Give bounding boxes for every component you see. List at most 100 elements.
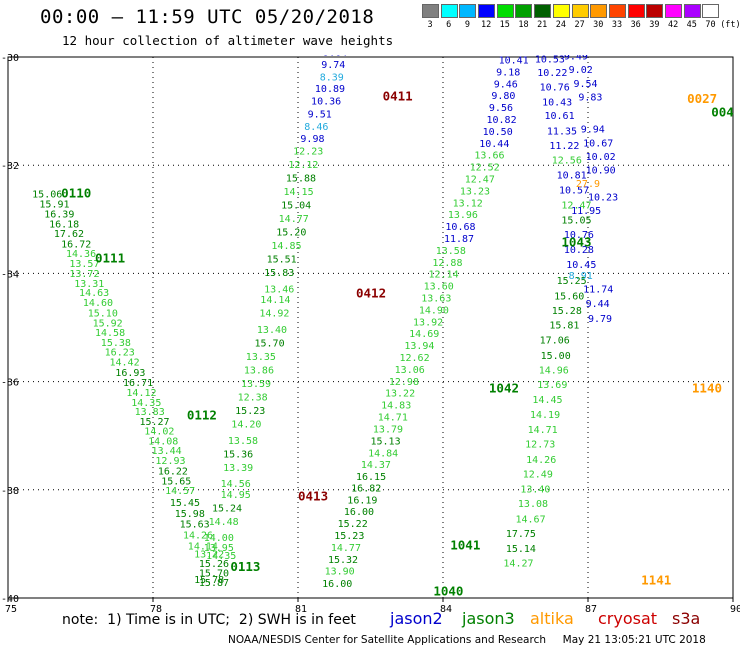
wave-height-value: 13.92: [413, 317, 443, 328]
wave-height-value: 10.15: [327, 25, 357, 36]
wave-height-value: 13.22: [194, 549, 224, 560]
wave-height-value: 15.92: [93, 318, 123, 329]
wave-height-value: 8.46: [304, 122, 328, 133]
wave-height-value: 13.69: [537, 380, 567, 391]
wave-height-value: 10.41: [499, 55, 529, 66]
plot-frame: [7, 56, 734, 599]
wave-height-value: 15.05: [561, 216, 591, 227]
wave-height-value: 12.23: [293, 146, 323, 157]
wave-height-value: 12.14: [429, 270, 459, 281]
wave-height-value: 10.44: [479, 139, 509, 150]
color-scale-swatch: [440, 4, 458, 18]
wave-height-value: 14.35: [131, 398, 161, 409]
wave-height-value: 15.81: [549, 321, 579, 332]
x-tick-label: 75: [5, 604, 17, 615]
legend-label: jason3: [462, 609, 515, 628]
plot-content: 15.0615.9116.3916.1817.6216.7214.3613.57…: [32, 0, 734, 598]
wave-height-value: 13.59: [241, 379, 271, 390]
wave-height-value: 15.00: [541, 351, 571, 362]
wave-height-value: 9.98: [300, 134, 324, 145]
wave-height-value: 12.52: [470, 163, 500, 174]
color-scale-swatch: [552, 4, 570, 18]
y-tick-label: -32: [1, 161, 19, 172]
x-tick-label: 78: [150, 604, 162, 615]
wave-height-value: 13.58: [228, 436, 258, 447]
pass-time-label: 1043: [561, 234, 591, 249]
wave-height-value: 13.12: [453, 198, 483, 209]
wave-height-value: 16.93: [115, 368, 145, 379]
pass-time-label: 0027: [687, 91, 717, 106]
wave-height-value: 9.83: [578, 92, 602, 103]
wave-height-value: 15.83: [264, 268, 294, 279]
wave-height-value: 13.31: [74, 279, 104, 290]
wave-height-value: 16.82: [351, 483, 381, 494]
wave-height-value: 13.96: [448, 210, 478, 221]
wave-height-value: 14.71: [528, 425, 558, 436]
wave-height-value: 12.49: [523, 469, 553, 480]
wave-height-value: 13.79: [373, 424, 403, 435]
wave-height-value: 9.46: [494, 79, 518, 90]
wave-height-value: 13.83: [135, 407, 165, 418]
color-scale-swatch: [627, 4, 645, 18]
color-scale-swatch: [478, 4, 496, 18]
x-tick-label: 84: [440, 604, 452, 615]
wave-height-value: 10.40: [549, 0, 579, 9]
wave-height-value: 14.63: [79, 288, 109, 299]
wave-height-value: 13.08: [518, 499, 548, 510]
wave-height-value: 16.15: [356, 472, 386, 483]
wave-height-value: 14.19: [530, 410, 560, 421]
wave-height-value: 13.72: [69, 269, 99, 280]
wave-height-value: 9.02: [569, 65, 593, 76]
color-scale-label: 12: [480, 20, 492, 30]
wave-height-value: 14.95: [221, 490, 251, 501]
wave-height-value: 14.48: [209, 517, 239, 528]
wave-height-value: 14.67: [516, 514, 546, 525]
wave-height-value: 10.43: [542, 98, 572, 109]
wave-height-value: 9.74: [321, 60, 345, 71]
wave-height-value: 14.00: [204, 533, 234, 544]
color-scale-label: 70: [705, 20, 716, 30]
color-scale-label: 6: [446, 20, 452, 30]
wave-height-value: 14.36: [66, 249, 96, 260]
wave-height-value: 15.63: [180, 520, 210, 531]
wave-height-value: 12.93: [155, 456, 185, 467]
wave-height-value: 10.68: [445, 222, 475, 233]
wave-height-value: 14.14: [188, 541, 218, 552]
wave-height-value: 14.71: [378, 413, 408, 424]
wave-height-value: 9.01: [325, 35, 349, 46]
x-tick-label: 90: [730, 604, 740, 615]
wave-height-value: 15.45: [170, 498, 200, 509]
wave-height-value: 14.08: [148, 436, 178, 447]
x-tick-label: 81: [295, 604, 307, 615]
wave-height-value: 14.15: [284, 187, 314, 198]
wave-height-value: 13.86: [244, 365, 274, 376]
wave-height-value: 14.77: [279, 214, 309, 225]
wave-height-value: 16.23: [105, 348, 135, 359]
x-tick-label: 87: [585, 604, 597, 615]
wave-height-value: 15.60: [554, 291, 584, 302]
wave-height-value: 9.18: [496, 67, 520, 78]
wave-height-value: 15.28: [552, 306, 582, 317]
wave-height-value: 14.12: [126, 388, 156, 399]
wave-height-value: 12.88: [432, 258, 462, 269]
pass-time-label: 0111: [95, 251, 125, 266]
wave-height-value: 9.54: [574, 79, 598, 90]
wave-height-value: 15.36: [223, 449, 253, 460]
wave-height-value: 16.00: [344, 507, 374, 518]
wave-height-value: 13.60: [424, 282, 454, 293]
chart-title: 00:00 – 11:59 UTC 05/20/2018: [40, 6, 375, 28]
wave-height-value: 8.39: [320, 72, 344, 83]
color-scale-label: 39: [649, 20, 660, 30]
wave-height-value: 14.69: [409, 329, 439, 340]
wave-height-value: 15.70: [255, 338, 285, 349]
color-scale-label: 15: [499, 20, 510, 30]
wave-height-value: 14.35: [206, 551, 236, 562]
pass-time-label: 0412: [356, 286, 386, 301]
pass-time-label: 1041: [450, 537, 480, 552]
wave-height-value: 11.74: [583, 284, 613, 295]
wave-height-value: 13.58: [436, 246, 466, 257]
color-scale-swatch: [646, 4, 664, 18]
wave-height-value: 14.83: [381, 401, 411, 412]
y-tick-label: -38: [1, 486, 19, 497]
